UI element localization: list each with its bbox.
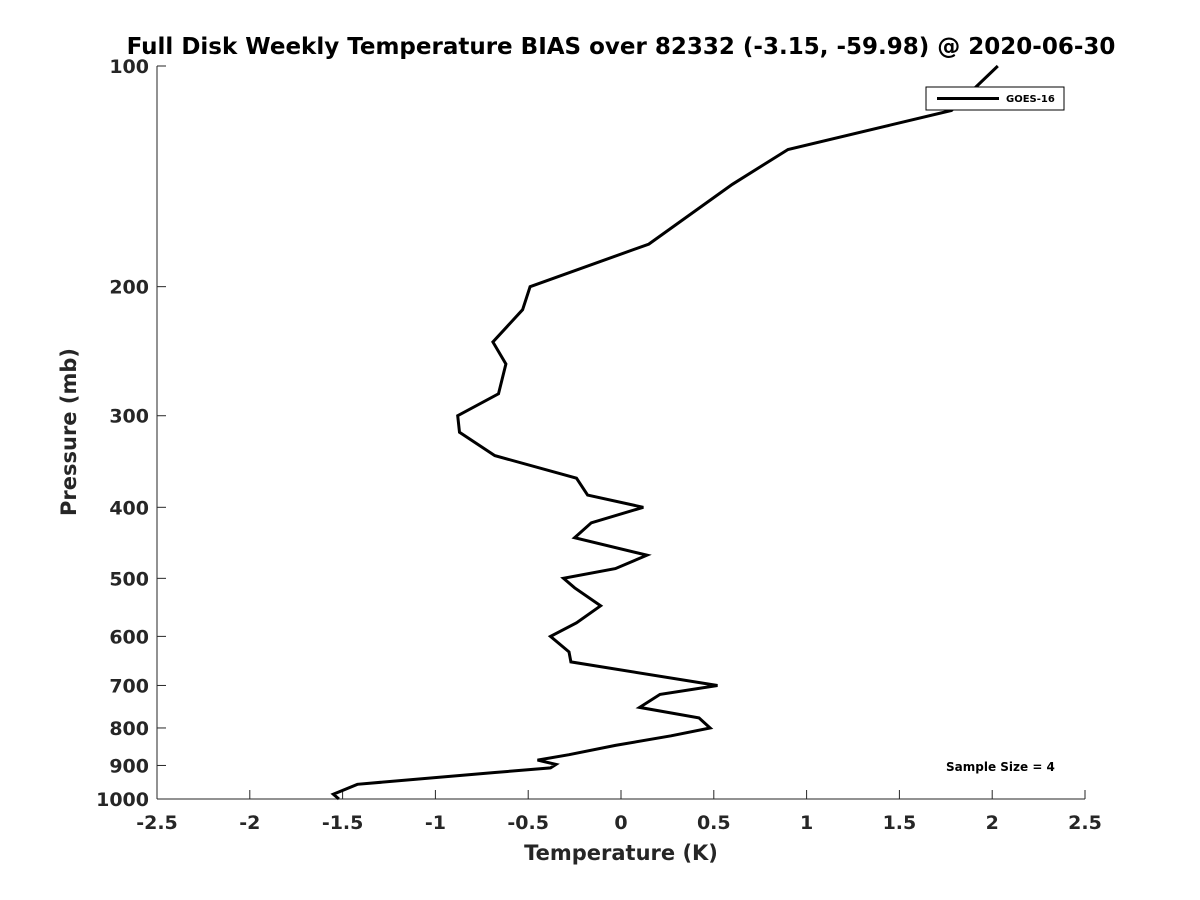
series-line-goes-16 xyxy=(330,64,999,801)
y-tick-label: 500 xyxy=(109,568,149,590)
series-layer xyxy=(330,64,999,801)
y-tick-label: 800 xyxy=(109,718,149,740)
x-tick-label: 1.5 xyxy=(883,812,917,834)
x-tick-label: 0 xyxy=(614,812,627,834)
x-tick-label: -2 xyxy=(239,812,260,834)
plot-area xyxy=(156,66,1085,800)
x-tick-label: -1.5 xyxy=(322,812,364,834)
y-tick-label: 700 xyxy=(109,675,149,697)
chart-title: Full Disk Weekly Temperature BIAS over 8… xyxy=(127,34,1116,60)
x-axis-ticks: -2.5 -2 -1.5 -1 -0.5 0 0.5 1 1.5 2 2.5 xyxy=(136,790,1102,834)
y-axis-label: Pressure (mb) xyxy=(57,348,81,516)
x-tick-label: -1 xyxy=(425,812,446,834)
sample-size-annotation: Sample Size = 4 xyxy=(946,760,1055,774)
x-tick-label: -2.5 xyxy=(136,812,178,834)
x-axis-label: Temperature (K) xyxy=(524,841,718,865)
y-tick-label: 200 xyxy=(109,277,149,299)
x-tick-label: -0.5 xyxy=(507,812,549,834)
y-tick-label: 600 xyxy=(109,626,149,648)
x-tick-label: 0.5 xyxy=(697,812,731,834)
legend: GOES-16 xyxy=(925,86,1065,111)
y-tick-label: 300 xyxy=(109,406,149,428)
x-tick-label: 1 xyxy=(800,812,813,834)
y-tick-label: 400 xyxy=(109,497,149,519)
x-tick-label: 2.5 xyxy=(1068,812,1102,834)
y-tick-label: 900 xyxy=(109,755,149,777)
y-axis-ticks: 100 200 300 400 500 600 700 800 900 1000 xyxy=(96,56,166,811)
y-tick-label: 1000 xyxy=(96,789,149,811)
x-tick-label: 2 xyxy=(986,812,999,834)
legend-label-goes-16: GOES-16 xyxy=(1006,94,1055,105)
y-tick-label: 100 xyxy=(109,56,149,78)
